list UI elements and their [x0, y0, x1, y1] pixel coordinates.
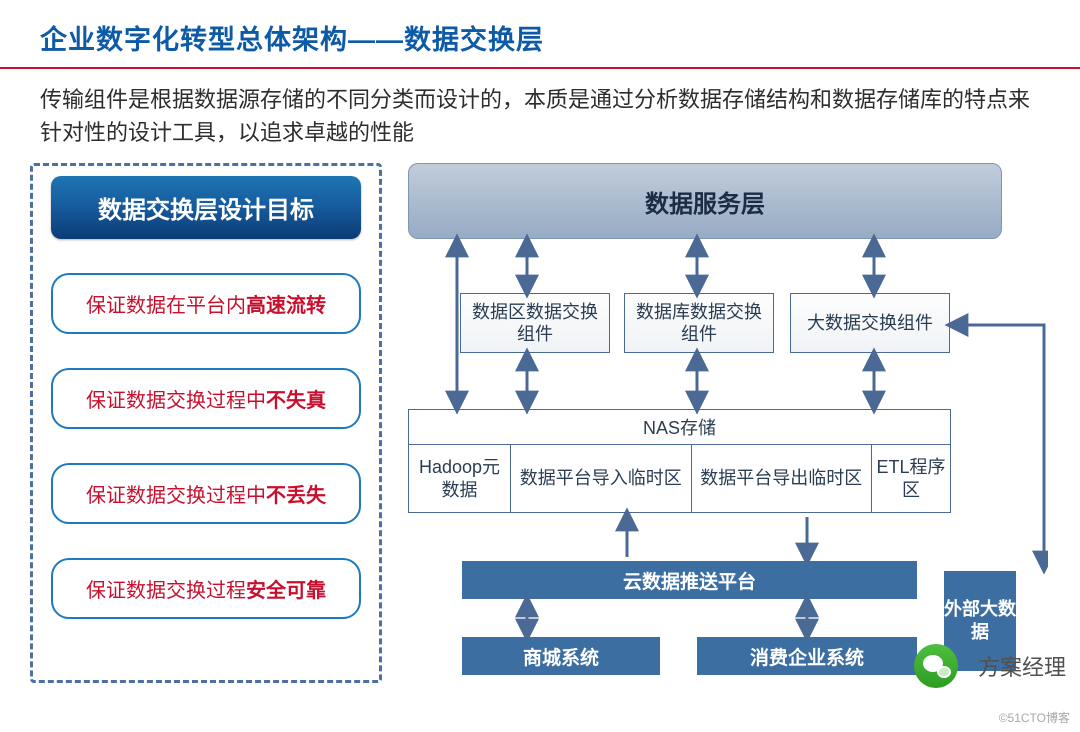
wechat-label: 方案经理: [978, 650, 1066, 682]
nas-cell: 数据平台导出临时区: [692, 445, 873, 512]
goal-item: 保证数据交换过程中不失真: [51, 368, 361, 429]
goal-prefix: 保证数据交换过程: [86, 580, 246, 602]
goal-prefix: 保证数据交换过程中: [86, 390, 266, 412]
goal-prefix: 保证数据交换过程中: [86, 485, 266, 507]
page-subtitle: 传输组件是根据数据源存储的不同分类而设计的，本质是通过分析数据存储结构和数据存储…: [0, 83, 1080, 163]
title-underline: [0, 67, 1080, 69]
wechat-icon: [914, 644, 958, 688]
exchange-box-1: 数据区数据交换组件: [460, 293, 610, 353]
nas-cell: Hadoop元数据: [409, 445, 511, 512]
goals-panel: 数据交换层设计目标 保证数据在平台内高速流转 保证数据交换过程中不失真 保证数据…: [30, 163, 382, 683]
goals-header: 数据交换层设计目标: [51, 176, 361, 239]
nas-storage: NAS存储 Hadoop元数据 数据平台导入临时区 数据平台导出临时区 ETL程…: [408, 409, 951, 513]
goal-item: 保证数据在平台内高速流转: [51, 273, 361, 334]
goal-bold: 安全可靠: [246, 580, 326, 602]
goal-prefix: 保证数据在平台内: [86, 295, 246, 317]
watermark: ©51CTO博客: [999, 709, 1070, 726]
goal-bold: 不丢失: [266, 485, 326, 507]
goal-bold: 高速流转: [246, 295, 326, 317]
bottom-box-1: 商城系统: [462, 637, 660, 675]
nas-header: NAS存储: [409, 410, 950, 445]
service-layer-box: 数据服务层: [408, 163, 1002, 239]
architecture-diagram: 数据服务层 数据区数据交换组件 数据库数据交换组件 大数据交换组件 NAS存储 …: [408, 163, 1048, 693]
goal-item: 保证数据交换过程安全可靠: [51, 558, 361, 619]
exchange-box-3: 大数据交换组件: [790, 293, 950, 353]
nas-cell: ETL程序区: [872, 445, 950, 512]
exchange-box-2: 数据库数据交换组件: [624, 293, 774, 353]
goal-item: 保证数据交换过程中不丢失: [51, 463, 361, 524]
nas-cell: 数据平台导入临时区: [511, 445, 692, 512]
push-platform-box: 云数据推送平台: [462, 561, 917, 599]
bottom-box-2: 消费企业系统: [697, 637, 917, 675]
page-title: 企业数字化转型总体架构——数据交换层: [40, 18, 1040, 57]
goal-bold: 不失真: [266, 390, 326, 412]
